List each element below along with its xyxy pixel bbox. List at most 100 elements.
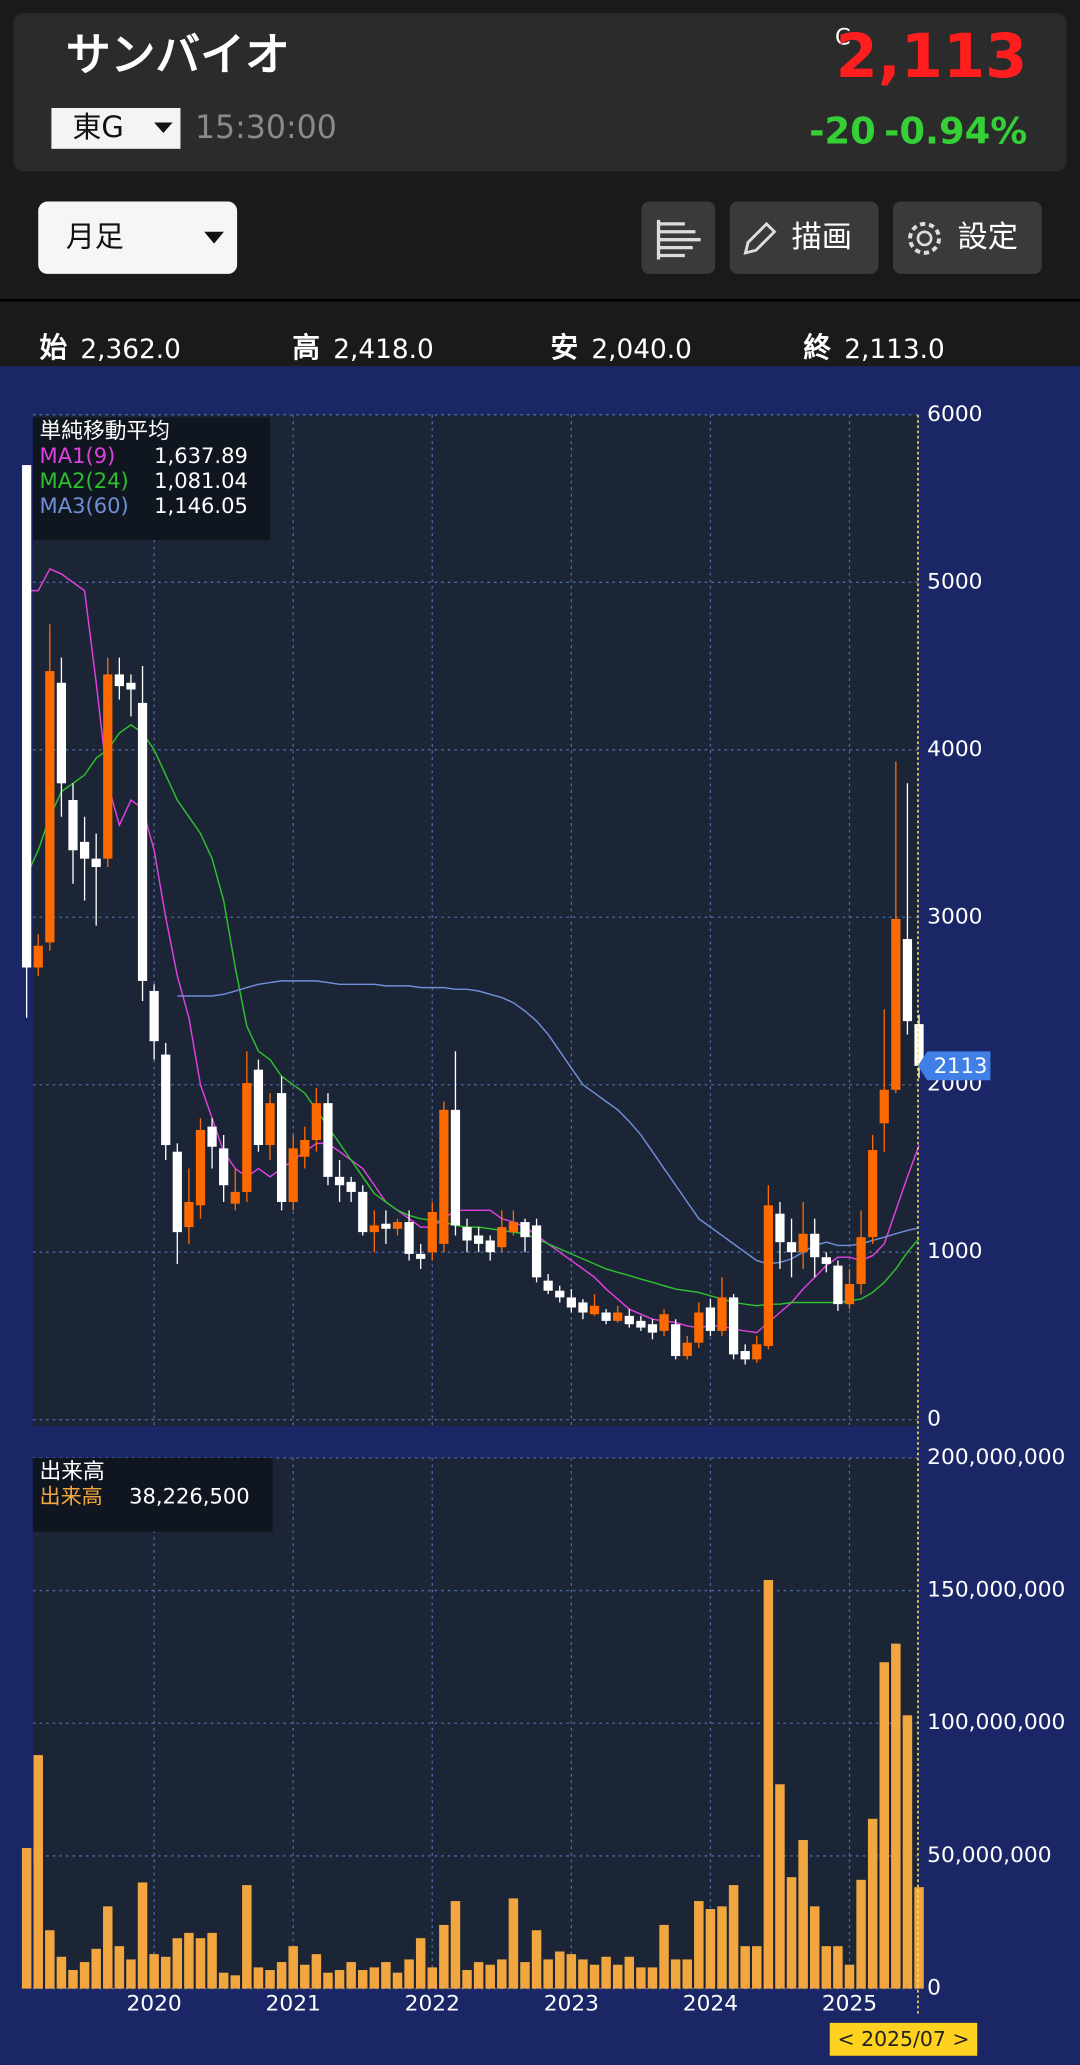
candle-body xyxy=(613,1312,623,1321)
volume-bar xyxy=(323,1972,333,1989)
volume-bar xyxy=(555,1951,565,1989)
draw-label[interactable]: 描画 xyxy=(792,220,853,255)
volume-bar xyxy=(334,1970,345,1989)
candle-body xyxy=(323,1103,333,1177)
candle-body xyxy=(508,1222,519,1233)
volume-bar xyxy=(694,1901,704,1989)
volume-bar xyxy=(450,1901,461,1989)
close-mark: C xyxy=(835,25,851,51)
volume-bar xyxy=(415,1938,426,1989)
board-button[interactable] xyxy=(641,201,716,274)
candle-body xyxy=(891,918,901,1090)
volume-bar xyxy=(45,1930,55,1989)
draw-button[interactable]: 描画 xyxy=(729,201,879,274)
volume-bar xyxy=(56,1956,67,1989)
volume-bar xyxy=(531,1930,542,1989)
button-bg[interactable] xyxy=(641,201,716,274)
ohlc-value: 2,418.0 xyxy=(333,335,434,365)
gear-icon xyxy=(908,221,942,255)
volume-bar xyxy=(717,1906,727,1989)
volume-bar xyxy=(670,1959,681,1989)
candle-body xyxy=(775,1213,785,1243)
candle-body xyxy=(137,702,148,981)
volume-bar xyxy=(728,1885,739,1989)
volume-bar xyxy=(184,1932,194,1989)
candle-body xyxy=(485,1240,495,1253)
candle-body xyxy=(195,1129,206,1206)
candle-body xyxy=(520,1222,530,1238)
market-box[interactable] xyxy=(51,107,181,149)
y-tick-label: 3000 xyxy=(927,904,982,929)
candle-body xyxy=(91,858,101,868)
dropdown-arrow xyxy=(154,122,173,134)
y-tick-label: 100,000,000 xyxy=(927,1710,1065,1735)
candle-body xyxy=(810,1233,820,1258)
candle-body xyxy=(647,1324,658,1333)
volume-bar xyxy=(242,1885,252,1989)
candle-body xyxy=(161,1054,171,1146)
volume-bar xyxy=(891,1643,901,1989)
volume-bar xyxy=(346,1962,356,1989)
settings-button[interactable]: 設定 xyxy=(892,201,1042,274)
button-bg[interactable] xyxy=(729,201,879,274)
volume-bar xyxy=(786,1877,797,1989)
volume-bar xyxy=(79,1962,90,1989)
volume-bar xyxy=(647,1967,658,1989)
volume-bar xyxy=(68,1970,78,1989)
candle-body xyxy=(381,1223,391,1229)
pencil-icon xyxy=(743,221,777,255)
candle-body xyxy=(868,1150,878,1238)
candle-body xyxy=(114,674,124,687)
volume-bar xyxy=(624,1956,635,1989)
volume-bar xyxy=(137,1882,148,1989)
y-tick-label: 200,000,000 xyxy=(927,1445,1065,1470)
period-box[interactable] xyxy=(38,201,238,274)
ohlc-row: 始 2,362.0 高 2,418.0 安 2,040.0 終 2,113.0 xyxy=(40,331,945,365)
candle-body xyxy=(671,1324,681,1357)
candle-body xyxy=(103,674,113,859)
volume-bar xyxy=(914,1887,924,1989)
volume-bar xyxy=(682,1959,692,1989)
settings-label[interactable]: 設定 xyxy=(957,220,1018,255)
volume-bar xyxy=(752,1946,762,1989)
candle-body xyxy=(450,1109,461,1226)
candle-body xyxy=(369,1225,379,1233)
volume-bar xyxy=(879,1662,889,1989)
candle-body xyxy=(277,1093,287,1202)
price: 2,113 xyxy=(836,22,1028,92)
volume-bar xyxy=(705,1909,716,1989)
candle-body xyxy=(230,1191,240,1204)
candle-body xyxy=(265,1103,275,1146)
volume-bar xyxy=(821,1946,832,1989)
y-tick-label: 50,000,000 xyxy=(927,1843,1051,1868)
volume-bar xyxy=(462,1970,472,1989)
volume-bar xyxy=(300,1964,310,1989)
volume-bar xyxy=(809,1906,820,1989)
volume-bar xyxy=(288,1946,298,1989)
candle-body xyxy=(786,1242,797,1253)
period-dropdown[interactable]: 月足 xyxy=(38,201,238,274)
candle-body xyxy=(555,1290,565,1298)
ohlc-label: 安 xyxy=(551,331,579,364)
candle-body xyxy=(392,1222,403,1229)
candle-body xyxy=(856,1237,866,1285)
candle-body xyxy=(33,945,43,968)
volume-bar xyxy=(21,1847,32,1989)
volume-bar xyxy=(357,1970,368,1989)
legend-name: MA3(60) xyxy=(40,493,129,518)
candle-body xyxy=(497,1227,507,1248)
candle-body xyxy=(207,1126,217,1147)
market[interactable]: 東G xyxy=(72,110,123,144)
period[interactable]: 月足 xyxy=(66,219,124,253)
legend-box xyxy=(32,417,271,540)
button-bg[interactable] xyxy=(892,201,1042,274)
volume-bar xyxy=(497,1959,507,1989)
candle-body xyxy=(126,682,136,690)
volume-bar xyxy=(856,1879,866,1989)
candle-body xyxy=(149,990,159,1042)
candle-body xyxy=(219,1148,229,1186)
legend-name: MA2(24) xyxy=(40,468,129,493)
x-tick-label: 2024 xyxy=(683,1991,738,2016)
market-dropdown[interactable]: 東G xyxy=(51,107,181,149)
